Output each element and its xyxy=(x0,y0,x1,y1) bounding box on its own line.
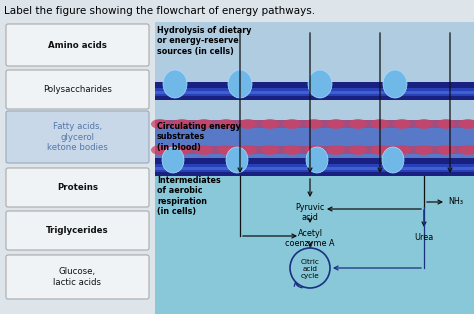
Ellipse shape xyxy=(415,145,433,155)
Bar xyxy=(155,88,474,91)
Ellipse shape xyxy=(151,145,169,155)
Text: NH₃: NH₃ xyxy=(448,198,463,207)
Ellipse shape xyxy=(239,145,257,155)
Bar xyxy=(155,170,474,172)
Ellipse shape xyxy=(195,145,213,155)
Ellipse shape xyxy=(371,145,389,155)
Ellipse shape xyxy=(173,119,191,129)
Ellipse shape xyxy=(306,147,328,173)
Ellipse shape xyxy=(393,119,411,129)
Bar xyxy=(155,94,474,96)
Text: Intermediates
of aerobic
respiration
(in cells): Intermediates of aerobic respiration (in… xyxy=(157,176,221,216)
Ellipse shape xyxy=(308,70,332,98)
Ellipse shape xyxy=(261,119,279,129)
Ellipse shape xyxy=(305,145,323,155)
Ellipse shape xyxy=(383,70,407,98)
Ellipse shape xyxy=(217,119,235,129)
Text: Glucose,
lactic acids: Glucose, lactic acids xyxy=(54,267,101,287)
Ellipse shape xyxy=(349,119,367,129)
Ellipse shape xyxy=(217,145,235,155)
Ellipse shape xyxy=(283,119,301,129)
Text: Urea: Urea xyxy=(414,233,434,242)
Ellipse shape xyxy=(327,145,345,155)
Bar xyxy=(155,22,474,120)
Bar xyxy=(155,146,474,154)
Ellipse shape xyxy=(393,145,411,155)
FancyBboxPatch shape xyxy=(6,70,149,109)
Bar xyxy=(155,82,474,88)
Bar xyxy=(155,175,474,314)
Ellipse shape xyxy=(239,119,257,129)
Ellipse shape xyxy=(437,119,455,129)
FancyBboxPatch shape xyxy=(6,211,149,250)
Text: Triglycerides: Triglycerides xyxy=(46,226,109,235)
Bar xyxy=(155,91,474,94)
Text: Label the figure showing the flowchart of energy pathways.: Label the figure showing the flowchart o… xyxy=(4,6,315,16)
Text: Hydrolysis of dietary
or energy-reserve
sources (in cells): Hydrolysis of dietary or energy-reserve … xyxy=(157,26,252,56)
Bar xyxy=(155,96,474,100)
Ellipse shape xyxy=(459,119,474,129)
Bar xyxy=(155,120,474,175)
Bar xyxy=(155,158,474,164)
Ellipse shape xyxy=(162,147,184,173)
Ellipse shape xyxy=(173,145,191,155)
FancyBboxPatch shape xyxy=(6,255,149,299)
Ellipse shape xyxy=(228,70,252,98)
Ellipse shape xyxy=(261,145,279,155)
Ellipse shape xyxy=(151,119,169,129)
Bar xyxy=(0,22,155,314)
Ellipse shape xyxy=(195,119,213,129)
Ellipse shape xyxy=(163,70,187,98)
Text: Circulating energy
substrates
(in blood): Circulating energy substrates (in blood) xyxy=(157,122,241,152)
FancyBboxPatch shape xyxy=(6,24,149,66)
Ellipse shape xyxy=(349,145,367,155)
Ellipse shape xyxy=(459,145,474,155)
Bar xyxy=(155,167,474,170)
Text: Citric
acid
cycle: Citric acid cycle xyxy=(301,259,319,279)
Ellipse shape xyxy=(415,119,433,129)
Text: Proteins: Proteins xyxy=(57,183,98,192)
Ellipse shape xyxy=(382,147,404,173)
Text: Pyruvic
acid: Pyruvic acid xyxy=(295,203,325,222)
Text: Fatty acids,
glycerol
ketone bodies: Fatty acids, glycerol ketone bodies xyxy=(47,122,108,152)
Bar xyxy=(155,120,474,128)
Ellipse shape xyxy=(283,145,301,155)
Bar xyxy=(155,164,474,167)
Ellipse shape xyxy=(226,147,248,173)
FancyBboxPatch shape xyxy=(6,111,149,163)
Ellipse shape xyxy=(305,119,323,129)
Text: Acetyl
coenzyme A: Acetyl coenzyme A xyxy=(285,229,335,248)
Bar xyxy=(155,172,474,176)
FancyBboxPatch shape xyxy=(6,168,149,207)
Bar xyxy=(0,0,474,22)
Ellipse shape xyxy=(371,119,389,129)
Text: Amino acids: Amino acids xyxy=(48,41,107,50)
Text: Polysaccharides: Polysaccharides xyxy=(43,85,112,94)
Ellipse shape xyxy=(437,145,455,155)
Ellipse shape xyxy=(327,119,345,129)
